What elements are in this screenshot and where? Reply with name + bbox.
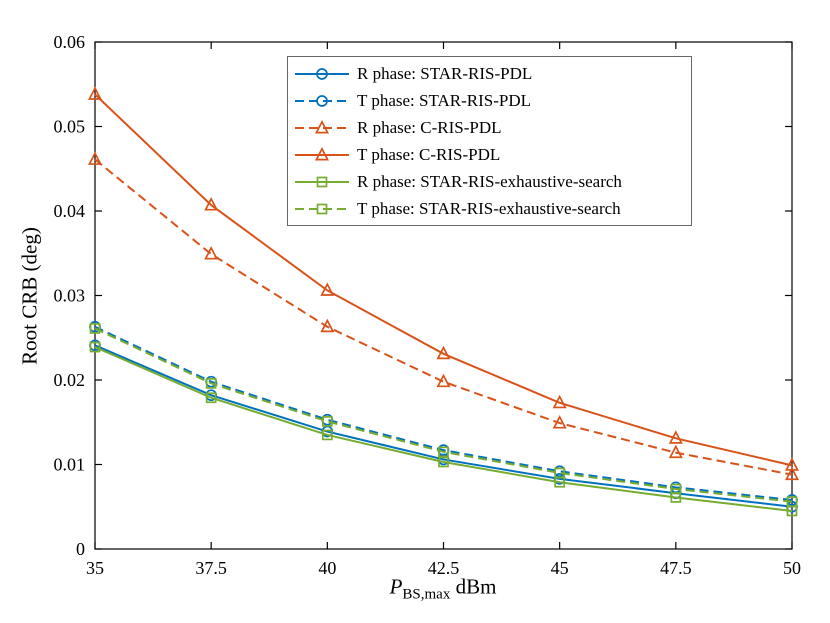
legend-label: T phase: STAR-RIS-exhaustive-search: [357, 198, 621, 218]
x-tick-label: 37.5: [195, 558, 227, 578]
square-marker: [321, 416, 333, 427]
x-axis-label-subscript: BS,max: [402, 586, 451, 603]
legend-entry: R phase: STAR-RIS-PDL: [288, 60, 691, 87]
y-tick-label: 0: [76, 539, 85, 559]
series-r-phase-c-ris-pdl: [88, 151, 799, 481]
square-marker: [316, 176, 328, 187]
square-marker: [89, 323, 101, 334]
triangle-marker: [668, 430, 683, 444]
y-axis-label: Root CRB (deg): [17, 227, 42, 365]
legend: R phase: STAR-RIS-PDL T phase: STAR-RIS-P…: [287, 56, 692, 226]
triangle-marker: [315, 146, 329, 160]
circle-marker: [316, 67, 328, 80]
square-marker: [321, 429, 333, 441]
triangle-marker: [88, 151, 102, 165]
legend-entry: T phase: STAR-RIS-exhaustive-search: [288, 195, 691, 222]
square-marker: [554, 467, 566, 479]
triangle-marker: [204, 246, 219, 260]
legend-line-sample: [295, 176, 349, 187]
x-axis-label: PBS,max dBm: [390, 574, 497, 603]
x-tick-label: 45: [551, 558, 569, 578]
triangle-marker: [552, 415, 567, 429]
x-tick-label: 47.5: [660, 558, 692, 578]
legend-label: T phase: C-RIS-PDL: [357, 144, 501, 164]
triangle-marker: [204, 197, 219, 211]
square-marker: [205, 378, 217, 389]
legend-entry: R phase: C-RIS-PDL: [288, 114, 691, 141]
triangle-marker: [320, 318, 335, 333]
y-tick-label: 0.06: [54, 32, 86, 52]
series-line: [94, 344, 793, 508]
legend-line-sample: [295, 146, 349, 160]
x-tick-label: 42.5: [428, 558, 460, 578]
square-marker: [670, 483, 682, 495]
square-marker: [316, 203, 328, 214]
legend-label: R phase: C-RIS-PDL: [357, 117, 502, 137]
triangle-marker: [668, 444, 683, 459]
series-t-phase-star-ris-exhaustive-search: [89, 323, 798, 508]
triangle-marker: [785, 457, 799, 471]
legend-entry: T phase: STAR-RIS-PDL: [288, 87, 691, 114]
square-marker: [438, 446, 449, 458]
square-marker: [89, 341, 101, 353]
series-r-phase-star-ris-pdl: [89, 339, 798, 513]
square-marker: [786, 496, 798, 508]
legend-entry: T phase: C-RIS-PDL: [288, 141, 691, 168]
series-line: [94, 325, 793, 501]
triangle-marker: [436, 345, 451, 360]
legend-line-sample: [295, 67, 349, 80]
legend-label: T phase: STAR-RIS-PDL: [357, 90, 531, 110]
x-tick-label: 35: [86, 558, 104, 578]
x-axis-label-symbol: P: [389, 574, 403, 599]
y-tick-label: 0.04: [54, 201, 86, 221]
x-axis-label-unit: dBm: [450, 574, 497, 599]
x-tick-label: 40: [318, 558, 336, 578]
triangle-marker: [552, 394, 567, 409]
triangle-marker: [88, 86, 102, 100]
series-line: [94, 158, 793, 476]
legend-label: R phase: STAR-RIS-PDL: [357, 63, 533, 83]
x-tick-label: 50: [783, 558, 801, 578]
y-tick-label: 0.01: [54, 455, 86, 475]
series-line: [94, 327, 793, 503]
legend-entry: R phase: STAR-RIS-exhaustive-search: [288, 168, 691, 195]
series-line: [94, 346, 793, 512]
triangle-marker: [320, 282, 335, 296]
legend-label: R phase: STAR-RIS-exhaustive-search: [357, 171, 622, 191]
y-tick-label: 0.05: [54, 117, 86, 137]
square-marker: [205, 392, 217, 404]
series-t-phase-c-ris-pdl: [88, 86, 799, 471]
series-line: [94, 93, 793, 467]
legend-line-sample: [295, 119, 349, 133]
triangle-marker: [785, 466, 799, 481]
legend-line-sample: [295, 203, 349, 214]
triangle-marker: [436, 373, 451, 388]
triangle-marker: [315, 119, 329, 133]
y-tick-label: 0.02: [54, 370, 86, 390]
circle-marker: [316, 94, 328, 107]
square-marker: [438, 456, 449, 468]
series-r-phase-star-ris-exhaustive-search: [89, 341, 798, 517]
legend-line-sample: [295, 94, 349, 107]
y-tick-label: 0.03: [54, 286, 86, 306]
